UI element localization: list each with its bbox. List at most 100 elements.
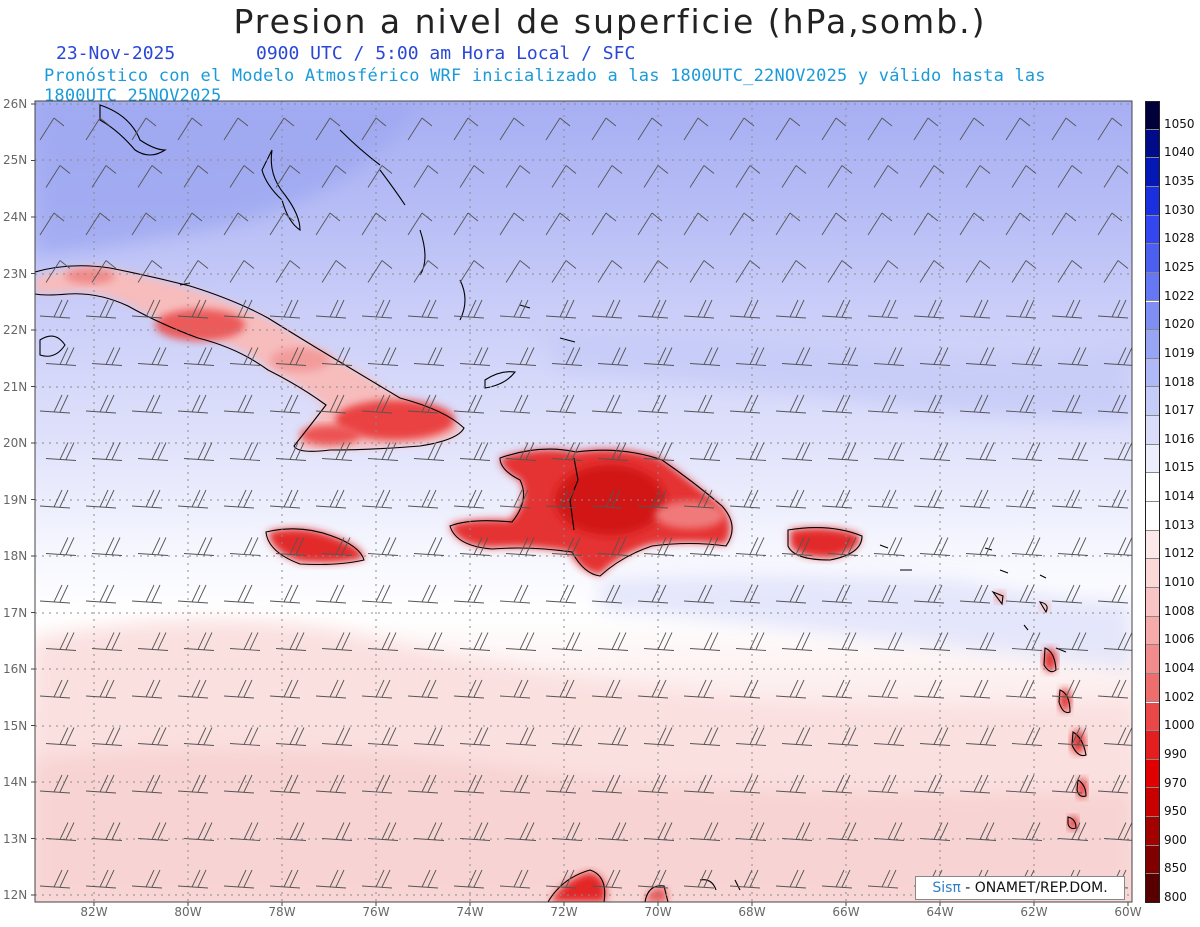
wind-barb	[1005, 299, 1037, 319]
wind-barb	[913, 679, 945, 699]
colorbar-swatch	[1145, 559, 1160, 588]
wind-barb	[1005, 394, 1037, 414]
colorbar-label: 1020	[1164, 317, 1195, 332]
wind-barb	[959, 679, 991, 699]
lat-tick-label: 16N	[3, 662, 27, 676]
colorbar-swatch	[1145, 272, 1160, 302]
wind-barb	[551, 632, 583, 651]
colorbar-label: 950	[1164, 804, 1187, 819]
wind-barb	[1103, 165, 1129, 188]
wind-barb	[499, 117, 525, 141]
colorbar-level: 1002	[1145, 673, 1197, 704]
wind-barb	[821, 212, 847, 236]
wind-barb	[965, 632, 997, 651]
wind-barb	[965, 165, 991, 188]
coastlines	[35, 104, 1087, 902]
wind-barb	[39, 117, 65, 141]
wind-barb	[775, 117, 801, 141]
wind-barb	[131, 299, 163, 319]
wind-barb	[361, 584, 393, 604]
colorbar-label: 1016	[1164, 431, 1195, 446]
lat-tick-label: 14N	[3, 775, 27, 789]
south-america-low-pressure	[550, 872, 668, 902]
wind-barb	[269, 117, 295, 141]
wind-barb	[545, 117, 571, 141]
colorbar-level: 1008	[1145, 587, 1197, 618]
wind-barb	[131, 679, 163, 699]
colorbar-swatch	[1145, 645, 1160, 674]
wind-barb	[407, 869, 439, 889]
wind-barb	[1057, 260, 1083, 283]
wind-barb	[959, 117, 985, 141]
wind-barb	[781, 165, 807, 188]
colorbar-label: 1012	[1164, 546, 1195, 561]
wind-barb	[545, 584, 577, 604]
wind-barb	[315, 774, 347, 794]
wind-barb	[827, 537, 859, 556]
wind-barb	[407, 299, 439, 319]
puerto-rico-low-pressure	[790, 527, 861, 558]
wind-barb	[39, 774, 71, 794]
wind-barb	[177, 679, 209, 699]
colorbar-label: 990	[1164, 746, 1187, 761]
wind-barb	[919, 822, 951, 841]
wind-barb	[591, 679, 623, 699]
wind-barb	[689, 632, 721, 651]
wind-barb	[913, 489, 945, 509]
credit-box: Sisπ - ONAMET/REP.DOM.	[915, 876, 1125, 900]
colorbar-label: 1010	[1164, 575, 1195, 590]
wind-barb	[775, 299, 807, 319]
wind-barb	[85, 299, 117, 319]
colorbar-label: 1002	[1164, 689, 1195, 704]
wind-barb	[91, 165, 117, 188]
wind-barb	[683, 299, 715, 319]
colorbar-level: 1016	[1145, 416, 1197, 446]
wind-barb	[827, 632, 859, 651]
wind-barb	[499, 774, 531, 794]
wind-barb	[453, 212, 479, 236]
wind-barb	[1005, 774, 1037, 794]
lat-tick-label: 13N	[3, 832, 27, 846]
wind-barb	[827, 442, 859, 461]
colorbar-swatch	[1145, 731, 1160, 760]
colorbar-level: 1013	[1145, 502, 1197, 532]
wind-barb	[315, 489, 347, 509]
wind-barb	[223, 489, 255, 509]
wind-barb	[407, 212, 433, 236]
lon-tick-label: 80W	[174, 905, 201, 919]
wind-barb	[775, 679, 807, 699]
wind-barb	[597, 537, 629, 556]
wind-barb	[735, 165, 761, 188]
wind-barb	[45, 165, 71, 188]
wind-barb	[183, 347, 215, 366]
wind-barb	[45, 822, 77, 841]
valid-time: 0900 UTC / 5:00 am Hora Local / SFC	[256, 43, 636, 64]
wind-barb	[597, 165, 623, 188]
wind-barb	[183, 442, 215, 461]
wind-barb	[459, 165, 485, 188]
wind-barb	[223, 212, 249, 236]
wind-barb	[1097, 299, 1129, 319]
wind-barb	[867, 212, 893, 236]
wind-barb	[1057, 442, 1089, 461]
wind-barb	[643, 347, 675, 366]
wind-barb	[315, 679, 347, 699]
wind-barb	[919, 537, 951, 556]
wind-barb	[781, 260, 807, 283]
wind-barb	[183, 260, 209, 283]
lat-tick-label: 20N	[3, 436, 27, 450]
wind-barb	[643, 632, 675, 651]
wind-barb	[919, 442, 951, 461]
wind-barb	[551, 727, 583, 746]
colorbar-swatch	[1145, 502, 1160, 531]
credit-brand: Sisπ	[932, 880, 961, 896]
wind-barb	[223, 299, 255, 319]
wind-barb	[683, 679, 715, 699]
wind-barb	[551, 822, 583, 841]
colorbar-swatch	[1145, 673, 1160, 703]
wind-barb	[775, 774, 807, 794]
wind-barb	[959, 489, 991, 509]
wind-barb	[1051, 774, 1083, 794]
wind-barb	[1051, 584, 1083, 604]
wind-barb	[1057, 165, 1083, 188]
